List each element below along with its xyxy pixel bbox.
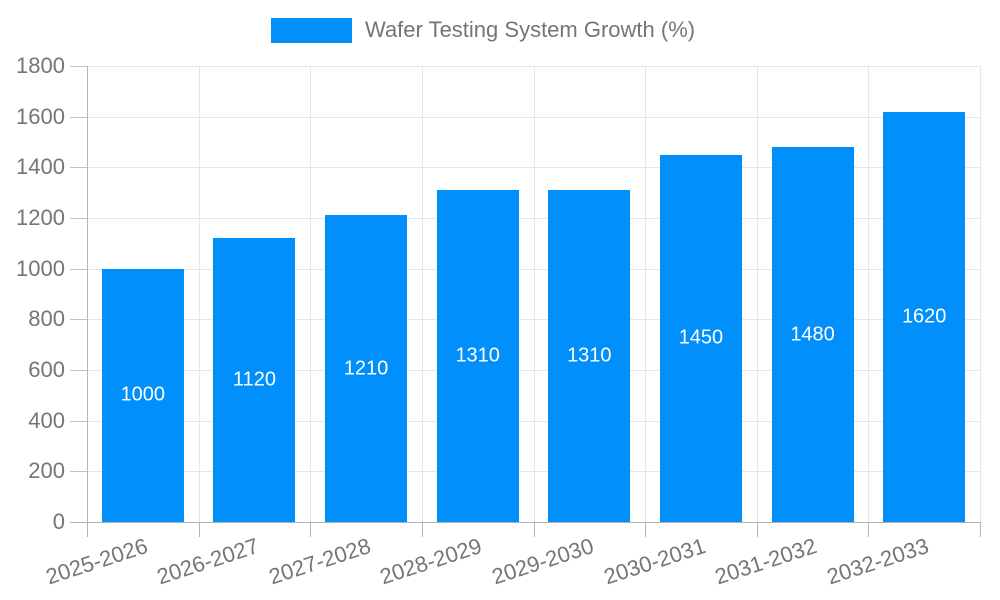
v-gridline xyxy=(645,66,647,522)
x-axis-tick-label: 2029-2030 xyxy=(488,533,597,590)
y-axis-tick xyxy=(70,218,87,219)
bar-value-label: 1480 xyxy=(790,323,835,346)
bar-value-label: 1450 xyxy=(678,326,724,349)
x-axis-tick xyxy=(310,522,312,537)
bar[interactable] xyxy=(771,147,854,522)
x-axis-tick xyxy=(198,522,200,537)
x-axis-tick-label: 2027-2028 xyxy=(265,533,374,590)
legend-swatch xyxy=(271,17,352,43)
y-axis-tick-label: 1000 xyxy=(16,255,65,281)
v-gridline xyxy=(868,66,870,522)
bar-value-label: 1000 xyxy=(120,383,166,406)
y-axis-tick-label: 800 xyxy=(28,306,65,332)
y-axis-tick xyxy=(70,268,87,270)
v-gridline xyxy=(310,66,312,522)
legend[interactable]: Wafer Testing System Growth (%) xyxy=(271,17,695,43)
x-axis-tick-label: 2025-2026 xyxy=(42,533,151,590)
x-axis-tick xyxy=(868,522,870,537)
bar-value-label: 1620 xyxy=(901,305,947,328)
bar[interactable] xyxy=(548,190,631,522)
v-gridline xyxy=(980,66,981,522)
bar[interactable] xyxy=(213,238,296,522)
y-axis-tick xyxy=(70,370,87,371)
bar[interactable] xyxy=(659,154,742,522)
x-axis-tick xyxy=(756,522,758,537)
y-axis-tick-label: 600 xyxy=(28,357,65,382)
x-axis-tick-label: 2030-2031 xyxy=(600,533,709,590)
x-axis-tick xyxy=(980,522,981,537)
y-axis-tick-label: 1800 xyxy=(16,53,65,78)
y-axis-tick-label: 400 xyxy=(28,407,65,433)
y-axis-tick xyxy=(70,471,87,473)
bar[interactable] xyxy=(883,111,966,522)
v-gridline xyxy=(198,66,200,522)
x-axis-line xyxy=(70,522,980,523)
x-axis-tick-label: 2026-2027 xyxy=(154,533,262,590)
x-axis-tick-label: 2031-2032 xyxy=(712,533,820,590)
v-gridline xyxy=(756,66,758,522)
x-axis-tick xyxy=(421,522,423,537)
x-axis-tick xyxy=(533,522,535,537)
x-axis-tick-label: 2032-2033 xyxy=(823,533,932,590)
bar[interactable] xyxy=(325,215,408,522)
y-axis-tick-label: 1400 xyxy=(16,154,65,180)
y-axis-tick-label: 0 xyxy=(52,509,65,534)
x-axis-tick-label: 2028-2029 xyxy=(377,533,486,590)
bar-value-label: 1310 xyxy=(567,344,612,367)
y-axis-tick xyxy=(70,319,87,321)
bar[interactable] xyxy=(101,268,184,522)
bar-value-label: 1310 xyxy=(455,344,500,367)
y-axis-tick-label: 1600 xyxy=(16,103,65,129)
legend-label: Wafer Testing System Growth (%) xyxy=(365,17,696,42)
y-axis-tick xyxy=(70,116,87,118)
y-axis-tick-label: 200 xyxy=(28,458,65,484)
x-axis-tick xyxy=(645,522,647,537)
y-axis-line xyxy=(87,66,88,537)
v-gridline xyxy=(421,66,423,522)
y-axis-tick-label: 1200 xyxy=(16,205,65,230)
y-axis-tick xyxy=(70,420,87,422)
y-axis-tick xyxy=(70,167,87,169)
y-axis-tick xyxy=(70,66,87,67)
bar[interactable] xyxy=(436,190,519,522)
bar-value-label: 1120 xyxy=(232,368,276,391)
v-gridline xyxy=(533,66,535,522)
bar-value-label: 1210 xyxy=(343,357,389,380)
